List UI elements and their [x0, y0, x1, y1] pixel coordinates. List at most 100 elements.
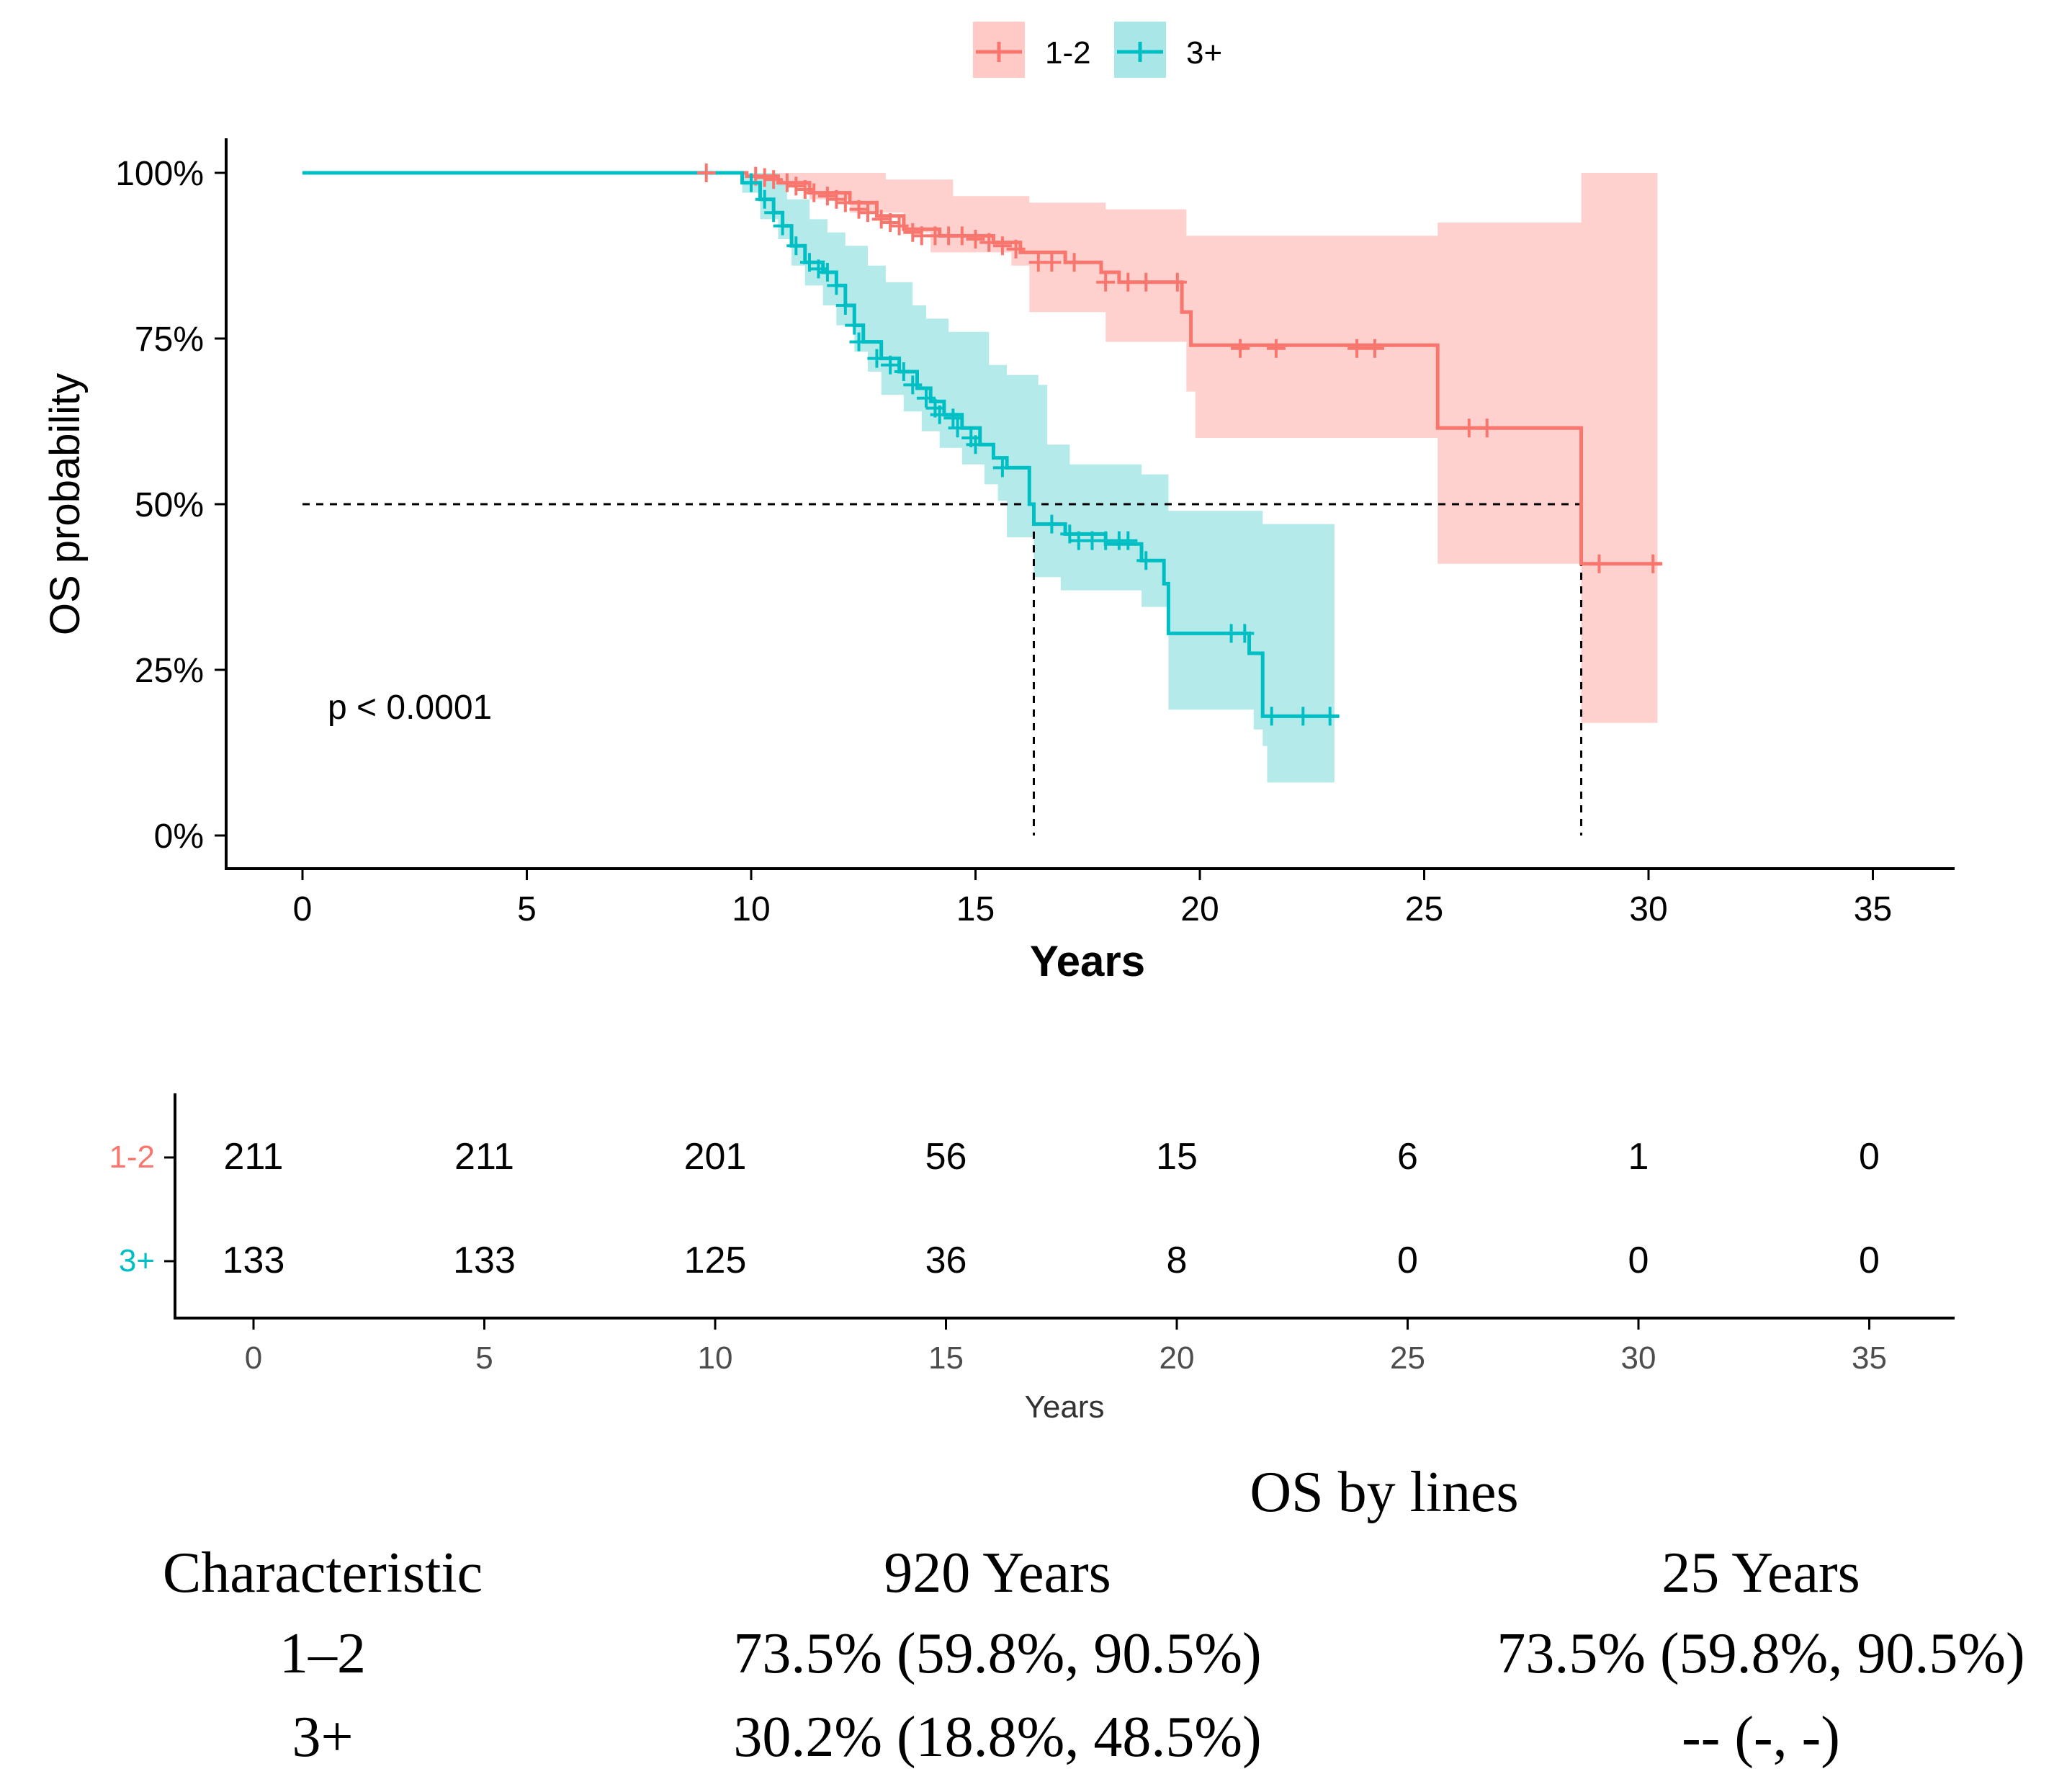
- risk-x-tick-label: 30: [1621, 1340, 1656, 1376]
- risk-cell-3plus: 133: [453, 1240, 516, 1281]
- x-ticks: 0 5 10 15 20 25 30 35: [293, 869, 1892, 928]
- censor-mark-1-2: [881, 213, 900, 232]
- risk-cell-3plus: 133: [223, 1240, 285, 1281]
- censor-mark-1-2: [804, 183, 824, 202]
- censor-mark-1-2: [696, 163, 716, 182]
- censor-mark-3plus: [1136, 551, 1156, 570]
- censor-mark-1-2: [871, 210, 891, 229]
- risk-x-tick-label: 10: [698, 1340, 733, 1376]
- summary-row-1-col2: 73.5% (59.8%, 90.5%): [1497, 1622, 2024, 1685]
- censor-mark-3plus: [1320, 707, 1340, 726]
- risk-row-label-3plus: 3+: [119, 1243, 155, 1278]
- legend-label-1-2: 1-2: [1045, 35, 1091, 71]
- x-tick-label: 20: [1180, 890, 1219, 928]
- risk-cell-1-2: 201: [684, 1136, 747, 1178]
- censor-mark-1-2: [889, 216, 909, 236]
- x-tick-label: 35: [1854, 890, 1892, 928]
- risk-cell-3plus: 8: [1167, 1240, 1188, 1281]
- censor-mark-3plus: [1042, 514, 1062, 534]
- risk-cell-1-2: 56: [925, 1136, 967, 1178]
- censor-mark-3plus: [1235, 624, 1255, 643]
- censor-mark-1-2: [1643, 554, 1663, 573]
- censor-mark-1-2: [755, 168, 774, 187]
- censor-mark-1-2: [1006, 239, 1026, 259]
- censor-mark-3plus: [1262, 707, 1281, 726]
- summary-row-1-label: 1–2: [279, 1622, 366, 1685]
- censor-mark-1-2: [992, 236, 1012, 256]
- summary-row-2-col2: -- (-, -): [1682, 1706, 1840, 1769]
- censor-mark-1-2: [1459, 418, 1479, 438]
- p-value-annotation: p < 0.0001: [328, 689, 492, 727]
- summary-header-col2: 25 Years: [1661, 1541, 1860, 1605]
- y-tick-label: 100%: [115, 155, 204, 193]
- censor-mark-3plus: [916, 388, 936, 408]
- censor-mark-1-2: [952, 226, 972, 246]
- censor-mark-3plus: [786, 236, 806, 256]
- risk-x-tick-label: 25: [1390, 1340, 1425, 1376]
- x-tick-label: 25: [1405, 890, 1443, 928]
- censor-mark-1-2: [1118, 272, 1138, 292]
- censor-mark-1-2: [903, 223, 923, 242]
- y-tick-label: 25%: [135, 652, 204, 690]
- censor-mark-1-2: [979, 233, 999, 252]
- censor-mark-3plus: [849, 332, 869, 351]
- risk-x-tick-label: 20: [1160, 1340, 1195, 1376]
- y-tick-label: 75%: [135, 321, 204, 359]
- censor-mark-3plus: [809, 259, 828, 279]
- censor-mark-3plus: [948, 418, 967, 438]
- risk-x-tick-label: 35: [1852, 1340, 1887, 1376]
- censor-mark-1-2: [795, 180, 815, 199]
- censor-mark-1-2: [764, 170, 784, 189]
- summary-table: OS by lines Characteristic 920 Years 25 …: [163, 1461, 2025, 1769]
- risk-row-label-1-2: 1-2: [109, 1139, 155, 1175]
- x-tick-label: 15: [956, 890, 995, 928]
- confidence-bands: [742, 173, 1658, 783]
- median-lines: [302, 503, 1583, 835]
- censor-mark-3plus: [881, 355, 900, 375]
- risk-x-axis-label: Years: [1025, 1389, 1105, 1425]
- censor-mark-3plus: [845, 315, 864, 335]
- risk-cell-1-2: 15: [1156, 1136, 1198, 1178]
- risk-cells: 211 211 201 56 15 6 1 0 133 133 125 36 8 0 0 0: [223, 1136, 1880, 1281]
- risk-cell-1-2: 6: [1397, 1136, 1418, 1178]
- censor-mark-1-2: [1136, 272, 1156, 292]
- risk-cell-3plus: 125: [684, 1240, 747, 1281]
- risk-cell-1-2: 1: [1628, 1136, 1649, 1178]
- censor-mark-1-2: [1167, 272, 1187, 292]
- ci-band-3plus: [742, 173, 1335, 783]
- censor-mark-1-2: [1365, 339, 1384, 358]
- censor-mark-1-2: [1231, 339, 1250, 358]
- summary-title: OS by lines: [1250, 1461, 1518, 1524]
- censor-mark-3plus: [817, 263, 837, 282]
- risk-cell-3plus: 0: [1628, 1240, 1649, 1281]
- censor-mark-3plus: [773, 216, 792, 236]
- plot-area: [302, 163, 1663, 835]
- censor-mark-3plus: [903, 375, 923, 395]
- censor-mark-1-2: [1042, 253, 1062, 272]
- risk-cell-1-2: 0: [1859, 1136, 1880, 1178]
- survival-curve-1-2: [302, 171, 1662, 566]
- censor-mark-3plus: [943, 408, 963, 428]
- censor-mark-3plus: [894, 362, 913, 381]
- summary-header-col1: 920 Years: [884, 1541, 1111, 1605]
- risk-cell-3plus: 0: [1397, 1240, 1418, 1281]
- y-ticks: 0% 25% 50% 75% 100%: [115, 155, 226, 856]
- legend: 1-2 3+: [973, 22, 1222, 78]
- censor-mark-1-2: [827, 189, 846, 209]
- risk-x-tick-label: 15: [928, 1340, 964, 1376]
- summary-row-2-label: 3+: [292, 1706, 353, 1769]
- summary-header-characteristic: Characteristic: [163, 1541, 483, 1605]
- censor-mark-1-2: [1096, 272, 1116, 292]
- legend-label-3plus: 3+: [1186, 35, 1222, 71]
- censor-mark-3plus: [742, 173, 761, 192]
- censor-mark-3plus: [835, 296, 855, 315]
- risk-cell-1-2: 211: [224, 1136, 284, 1178]
- censor-mark-1-2: [849, 200, 869, 219]
- x-axis-label: Years: [1030, 937, 1145, 985]
- censor-mark-1-2: [786, 176, 806, 196]
- x-tick-label: 10: [732, 890, 770, 928]
- y-tick-label: 0%: [154, 817, 204, 856]
- censor-mark-1-2: [835, 193, 855, 212]
- risk-x-ticks: 0 5 10 15 20 25 30 35: [245, 1318, 1887, 1376]
